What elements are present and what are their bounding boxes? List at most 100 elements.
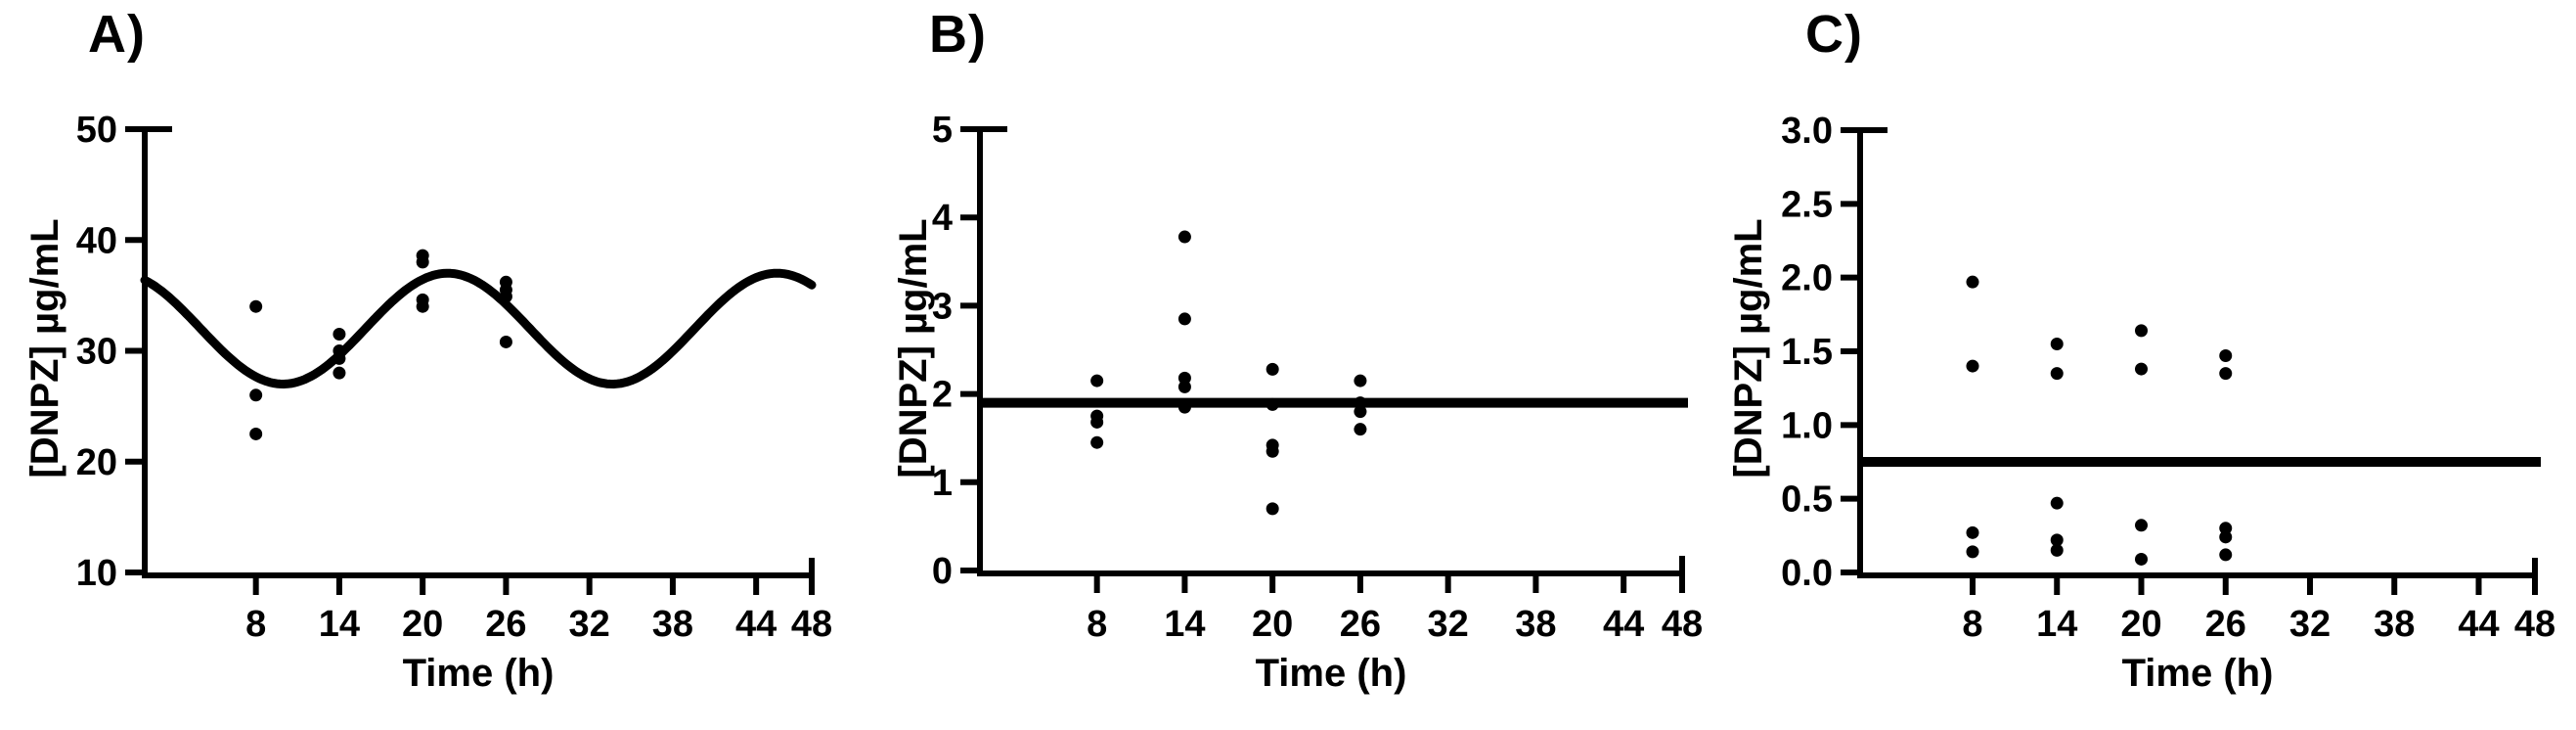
y-tick-label: 0 [932,551,953,592]
y-tick-label: 50 [76,110,117,151]
data-point [333,328,346,342]
data-point [2135,324,2148,338]
x-tick-label: 26 [1340,604,1381,645]
panel-a-plot: 10 20 30 40 50 8 14 20 26 32 38 44 48 [76,110,832,645]
x-tick-label: 38 [652,604,693,645]
y-tick-label: 2 [932,375,953,416]
axes [977,126,1685,576]
panel-b-y-axis-title: [DNPZ] µg/mL [892,218,935,479]
x-tick-label: 38 [2374,604,2415,645]
cosinor-fit-curve [140,268,817,388]
panel-c-x-axis-title: Time (h) [2121,652,2274,695]
y-tick-label: 2.5 [1781,184,1833,225]
panel-c-plot: 0.0 0.5 1.0 1.5 2.0 2.5 3.0 8 14 20 26 32 38 44 48 [1781,111,2555,645]
y-tick-label: 1.0 [1781,405,1833,446]
y-tick-label: 2.0 [1781,258,1833,299]
x-tick-label: 32 [569,604,610,645]
x-tick-label: 14 [2036,604,2077,645]
data-point [249,299,263,313]
data-point [2050,337,2064,350]
x-tick-label: 8 [1087,604,1107,645]
axes [1857,127,2538,578]
x-tick-label: 44 [2458,604,2499,645]
data-point [1966,525,1979,539]
axes [142,126,815,578]
data-point [416,255,429,269]
y-tick-label: 1 [932,463,953,504]
data-point [2219,349,2233,363]
x-tick-label: 32 [2289,604,2331,645]
data-point [2050,533,2064,547]
y-tick-label: 5 [932,110,953,151]
data-point [1354,396,1367,410]
data-point [1966,359,1979,373]
data-point [1354,374,1367,388]
x-tick-label: 20 [402,604,443,645]
x-tick-label: 38 [1515,604,1556,645]
data-point [1266,362,1279,376]
panel-c-letter: C) [1805,5,1863,64]
y-tick-label: 3.0 [1781,111,1833,152]
data-point [1354,423,1367,436]
data-point [1177,400,1191,414]
panel-b-x-axis-title: Time (h) [1255,652,1407,695]
x-tick-label: 48 [1662,604,1703,645]
y-tick-label: 10 [76,553,117,594]
data-point [1354,405,1367,419]
y-tick-label: 40 [76,220,117,261]
data-point [1966,275,1979,289]
x-tick-label: 26 [2205,604,2246,645]
x-tick-label: 14 [1164,604,1205,645]
data-point [2135,362,2148,376]
x-tick-label: 44 [1603,604,1644,645]
y-tick-label: 1.5 [1781,332,1833,373]
data-point [333,366,346,380]
x-tick-label: 48 [2514,604,2555,645]
data-point [2050,496,2064,510]
data-point [1177,312,1191,326]
data-point [1266,444,1279,458]
y-tick-label: 4 [932,198,953,239]
data-point [1177,371,1191,385]
data-point [2135,552,2148,566]
data-point [2219,367,2233,381]
data-point [1090,415,1104,429]
data-point [1966,545,1979,559]
panel-a-letter: A) [88,5,146,64]
data-point [1090,435,1104,449]
data-point [1090,374,1104,388]
data-point [2050,543,2064,557]
data-point [1266,502,1279,516]
panel-a-y-axis-title: [DNPZ] µg/mL [23,218,67,479]
data-point [333,351,346,365]
data-points [1090,230,1367,516]
data-point [499,335,512,348]
x-tick-label: 14 [319,604,360,645]
x-tick-label: 32 [1428,604,1469,645]
x-tick-label: 44 [735,604,777,645]
data-point [2219,522,2233,535]
y-tick-label: 3 [932,286,953,327]
data-points [249,249,512,440]
x-tick-label: 26 [485,604,526,645]
panel-b-letter: B) [929,5,987,64]
x-tick-label: 8 [245,604,266,645]
data-point [1266,397,1279,411]
data-point [2219,530,2233,544]
data-point [416,299,429,313]
data-point [1177,380,1191,393]
panel-c-y-axis-title: [DNPZ] µg/mL [1727,218,1770,479]
y-tick-label: 0.5 [1781,479,1833,521]
panel-b-plot: 0 1 2 3 4 5 8 14 20 26 32 38 44 48 [932,110,1703,645]
data-point [499,290,512,303]
x-tick-label: 20 [2120,604,2161,645]
x-tick-label: 48 [791,604,832,645]
panel-a-x-axis-title: Time (h) [402,652,555,695]
y-tick-label: 30 [76,332,117,373]
data-point [249,427,263,440]
data-point [2050,367,2064,381]
data-points [1966,275,2233,566]
data-point [2219,548,2233,562]
